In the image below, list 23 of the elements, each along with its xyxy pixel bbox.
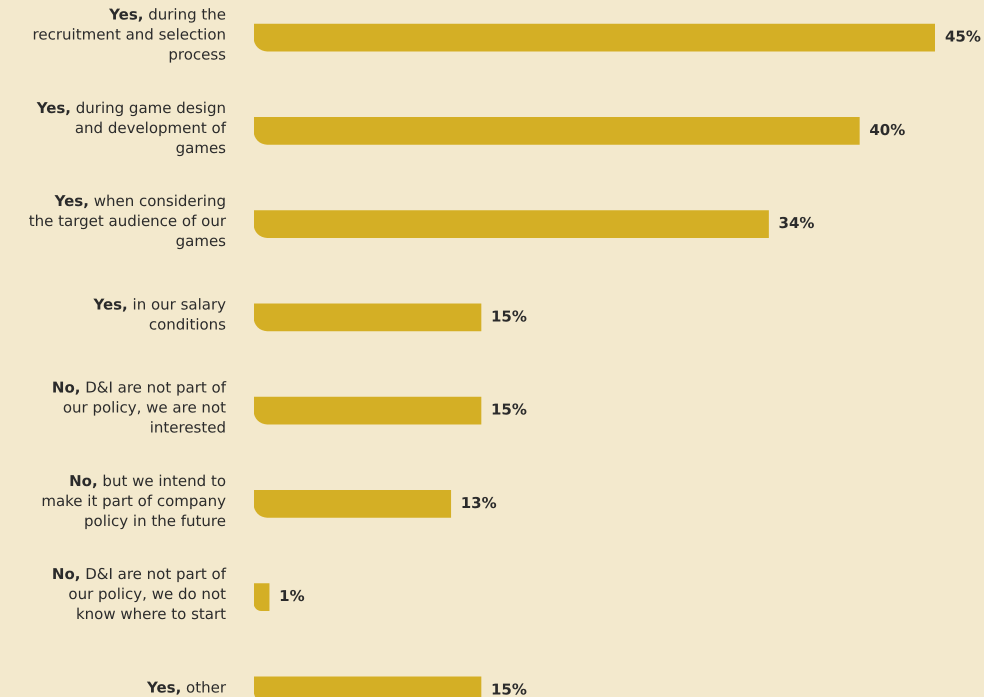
bar [254,117,860,145]
bar [254,396,482,424]
category-label: No, D&I are not part of our policy, we do not know where to start [52,565,226,624]
bar [254,210,769,238]
category-label: Yes, when considering the target audience of our games [28,192,226,250]
bar [254,24,935,52]
data-label: 15% [491,400,527,419]
category-label: No, but we intend to make it part of company policy in the future [41,472,226,530]
bar [254,490,452,518]
category-label: Yes, during the recruitment and selection process [32,6,226,64]
category-label: Yes, during game design and development of games [36,98,226,157]
category-label: No, D&I are not part of our policy, we are not interested [52,378,226,437]
data-label: 13% [460,494,497,512]
data-label: 45% [945,28,981,46]
y-tick-label: Yes, in our salary conditions [92,295,226,334]
bar [254,583,270,611]
data-label: 40% [869,120,906,139]
bar [254,304,482,332]
data-label: 15% [491,680,527,697]
y-tick-label: Yes, other [146,678,227,696]
data-label: 15% [491,307,527,326]
data-label: 1% [279,587,305,606]
data-label: 34% [778,214,814,232]
